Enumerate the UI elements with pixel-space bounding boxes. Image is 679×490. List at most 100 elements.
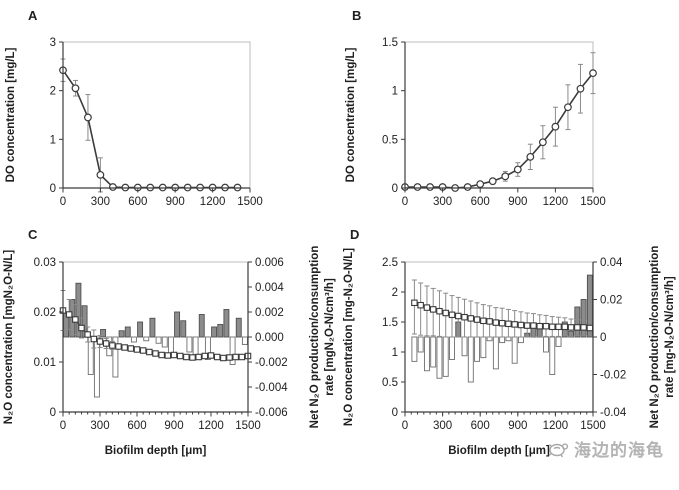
svg-text:600: 600: [127, 420, 146, 432]
tick-marks: [59, 41, 251, 193]
svg-text:0: 0: [50, 183, 56, 195]
svg-text:0.03: 0.03: [34, 257, 56, 269]
error-bars: [60, 58, 103, 193]
svg-text:900: 900: [508, 196, 527, 208]
svg-text:0: 0: [60, 420, 66, 432]
svg-text:300: 300: [90, 420, 109, 432]
svg-text:N₂O concentration [mg-N₂O-N/L]: N₂O concentration [mg-N₂O-N/L]: [343, 248, 355, 426]
svg-text:600: 600: [128, 196, 147, 208]
svg-text:1200: 1200: [543, 420, 569, 432]
tick-labels: 0 0.5 1 1.5 0 300 600 900 1200 1500: [382, 37, 606, 208]
svg-text:0.01: 0.01: [34, 357, 56, 369]
axis-titles: N₂O concentration [mg-N₂O-N/L] Net N₂O pr…: [343, 246, 676, 457]
panel-c-label: C: [28, 227, 38, 242]
svg-text:1500: 1500: [580, 196, 606, 208]
svg-text:0: 0: [600, 332, 606, 344]
svg-text:300: 300: [433, 420, 452, 432]
svg-text:N₂O concentration [mgN₂O-N/L]: N₂O concentration [mgN₂O-N/L]: [3, 250, 15, 425]
svg-text:1500: 1500: [235, 420, 261, 432]
svg-text:0.000: 0.000: [255, 332, 284, 344]
svg-text:0: 0: [402, 420, 408, 432]
svg-text:900: 900: [164, 420, 183, 432]
panel-a-label: A: [28, 8, 38, 23]
svg-text:DO concentration [mg/L]: DO concentration [mg/L]: [345, 47, 357, 182]
svg-text:1.5: 1.5: [382, 37, 398, 49]
panel-c: C 0 0.01 0.02 0.03 0.006 0.004 0.002 0.000 -0.00…: [0, 225, 340, 490]
data-markers: [411, 299, 594, 332]
figure-top-row: A 0 1 2 3 0 300 600 900 1200 1500 DO concentration…: [0, 0, 679, 225]
panel-d: D 0 0.5 1 1.5 2 2.5 0.04 0.02 0 -0.02 -0.04 0 300 600…: [340, 225, 679, 490]
svg-text:-0.002: -0.002: [255, 357, 288, 369]
figure-bottom-row: C 0 0.01 0.02 0.03 0.006 0.004 0.002 0.000 -0.00…: [0, 225, 679, 490]
axis-titles: DO concentration [mg/L]: [345, 47, 357, 182]
turtle-logo-icon: [548, 442, 569, 457]
svg-text:Net N₂O production/consumption: Net N₂O production/consumption: [309, 246, 321, 429]
svg-text:1500: 1500: [237, 196, 263, 208]
svg-text:0.02: 0.02: [600, 295, 622, 307]
plot-box: [404, 41, 594, 189]
tick-marks: [401, 261, 597, 417]
axes: [62, 42, 250, 189]
svg-text:1: 1: [50, 134, 56, 146]
svg-text:300: 300: [433, 196, 452, 208]
svg-text:0: 0: [392, 407, 398, 419]
watermark-text: 海边的海龟: [574, 441, 664, 460]
svg-text:0.04: 0.04: [600, 257, 623, 269]
svg-text:600: 600: [471, 196, 490, 208]
svg-text:1: 1: [392, 347, 398, 359]
panel-b-label: B: [352, 8, 362, 23]
panel-b: B 0 0.5 1 1.5 0 300 600 900 1200 1500 DO concentra…: [340, 0, 679, 225]
svg-text:Biofilm depth [μm]: Biofilm depth [μm]: [105, 445, 207, 457]
svg-text:1500: 1500: [580, 420, 606, 432]
data-line: [405, 72, 594, 189]
axis-titles: N₂O concentration [mgN₂O-N/L] Net N₂O pro…: [3, 246, 336, 457]
svg-text:1.5: 1.5: [382, 317, 398, 329]
svg-text:-0.006: -0.006: [255, 407, 288, 419]
svg-text:0: 0: [402, 196, 408, 208]
watermark: 海边的海龟: [546, 436, 664, 461]
tick-marks: [59, 261, 252, 417]
data-line: [62, 69, 238, 189]
data-markers: [401, 69, 597, 192]
svg-text:2: 2: [50, 86, 56, 98]
panel-a: A 0 1 2 3 0 300 600 900 1200 1500 DO concentration…: [0, 0, 340, 225]
chart-d-n2o-profile: 0 0.5 1 1.5 2 2.5 0.04 0.02 0 -0.02 -0.04 0 300 600 90…: [343, 246, 676, 457]
svg-text:1: 1: [392, 86, 398, 98]
svg-text:0.02: 0.02: [34, 307, 56, 319]
data-markers: [59, 66, 242, 192]
tick-labels: 0 0.5 1 1.5 2 2.5 0.04 0.02 0 -0.02 -0.04 0 300 600 90…: [382, 257, 627, 432]
svg-text:3: 3: [50, 37, 56, 49]
svg-text:0.004: 0.004: [255, 282, 284, 294]
error-bars: [477, 52, 596, 186]
svg-text:2.5: 2.5: [382, 257, 398, 269]
svg-text:0: 0: [392, 183, 398, 195]
svg-text:Biofilm depth [μm]: Biofilm depth [μm]: [448, 445, 550, 457]
svg-text:-0.004: -0.004: [255, 382, 288, 394]
svg-text:0.5: 0.5: [382, 134, 398, 146]
svg-text:0.006: 0.006: [255, 257, 284, 269]
chart-c-n2o-profile: 0 0.01 0.02 0.03 0.006 0.004 0.002 0.000 -0.002 -…: [3, 246, 336, 457]
svg-text:Net N₂O production/consumption: Net N₂O production/consumption: [649, 246, 661, 429]
tick-marks: [401, 41, 594, 193]
svg-text:900: 900: [166, 196, 185, 208]
tick-labels: 0 1 2 3 0 300 600 900 1200 1500: [50, 37, 263, 208]
svg-text:1200: 1200: [200, 196, 226, 208]
tick-labels: 0 0.01 0.02 0.03 0.006 0.004 0.002 0.000 -0.002 -…: [34, 257, 289, 432]
svg-text:1200: 1200: [543, 196, 569, 208]
svg-text:900: 900: [508, 420, 527, 432]
svg-text:DO concentration [mg/L]: DO concentration [mg/L]: [5, 47, 17, 182]
svg-text:0.5: 0.5: [382, 377, 398, 389]
svg-text:-0.04: -0.04: [600, 407, 627, 419]
rate-bars: [63, 282, 248, 398]
panel-d-label: D: [350, 227, 360, 242]
chart-a-do-profile: 0 1 2 3 0 300 600 900 1200 1500 DO concentration […: [5, 37, 263, 208]
svg-text:rate [mgN₂O-N/cm³/h]: rate [mgN₂O-N/cm³/h]: [324, 278, 336, 396]
axes: [404, 42, 593, 189]
svg-text:0: 0: [50, 407, 56, 419]
plot-box: [62, 41, 251, 189]
svg-text:0: 0: [60, 196, 66, 208]
svg-text:rate [mg-N₂O-N/cm³/h]: rate [mg-N₂O-N/cm³/h]: [664, 276, 676, 398]
svg-text:2: 2: [392, 287, 398, 299]
chart-b-do-profile: 0 0.5 1 1.5 0 300 600 900 1200 1500 DO concentrati…: [345, 37, 606, 208]
